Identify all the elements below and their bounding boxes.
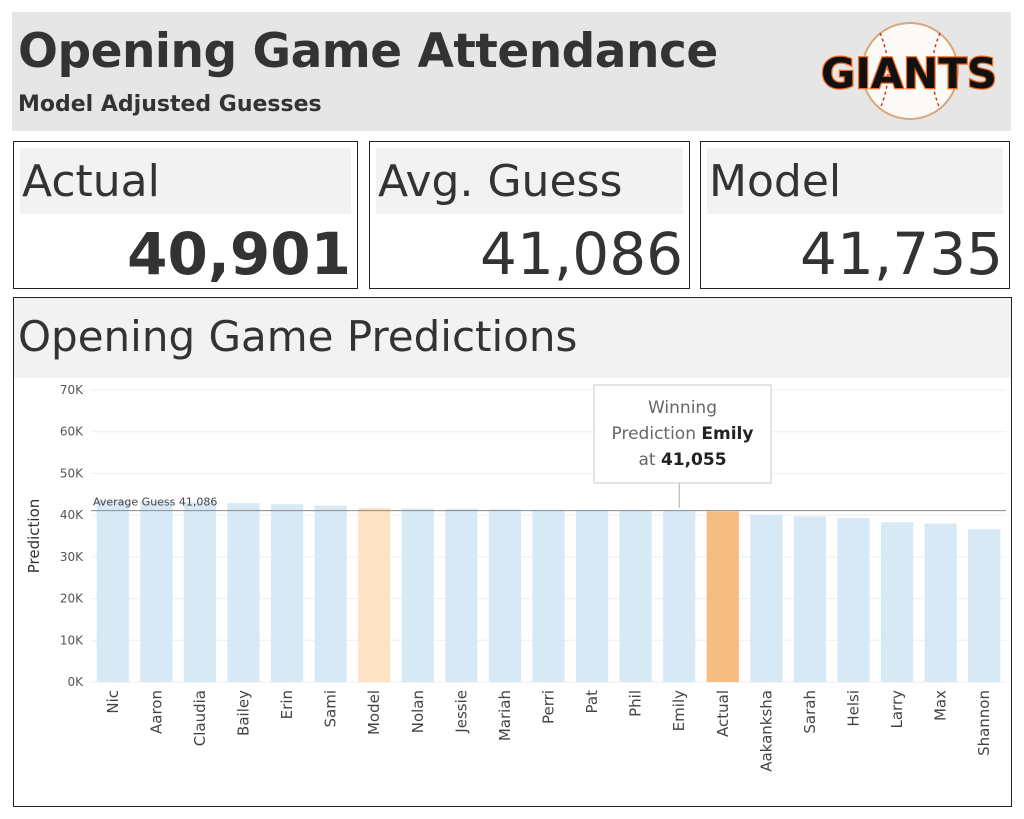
x-tick-label: Actual: [714, 690, 732, 737]
bar-sarah: [793, 516, 827, 682]
x-tick-label: Model: [365, 690, 383, 735]
bar-perri: [532, 509, 565, 682]
predictions-chart-panel: Opening Game Predictions 0K 10K 20K 30K 40K 5…: [13, 297, 1012, 807]
kpi-header: Model: [707, 148, 1003, 214]
bar-emily: [663, 510, 696, 682]
bar-aakanksha: [750, 514, 783, 682]
y-tick-label: 20K: [60, 592, 84, 606]
bar-actual: [706, 511, 739, 682]
x-tick-label: Erin: [278, 690, 296, 719]
y-axis-title: Prediction: [25, 499, 43, 574]
bar-mariah: [488, 509, 522, 682]
chart-header: Opening Game Predictions: [14, 298, 1011, 378]
kpi-actual-card: Actual 40,901: [13, 141, 358, 289]
kpi-model-value: 41,735: [800, 220, 1003, 288]
x-tick-label: Aaron: [147, 690, 165, 734]
bar-larry: [880, 522, 914, 682]
kpi-header: Actual: [20, 148, 351, 214]
y-tick-label: 50K: [60, 466, 84, 480]
x-tick-label: Sami: [322, 690, 340, 728]
predictions-bar-chart: 0K 10K 20K 30K 40K 50K 60K 70K Prediction Nic Aaro…: [25, 383, 1006, 772]
x-tick-label: Phil: [627, 690, 645, 717]
kpi-header: Avg. Guess: [376, 148, 683, 214]
average-reference-label: Average Guess 41,086: [93, 496, 217, 509]
bar-model: [358, 507, 391, 682]
x-tick-label: Sarah: [801, 690, 819, 734]
annotation-box: [593, 384, 772, 484]
x-tick-label: Nic: [104, 690, 122, 714]
dashboard-subtitle: Model Adjusted Guesses: [18, 92, 322, 117]
bar-aaron: [140, 501, 173, 682]
logo-wordmark: GIANTS: [821, 49, 997, 98]
y-tick-label: 30K: [60, 550, 84, 564]
x-tick-label: Larry: [888, 690, 906, 729]
x-tick-label: Jessie: [452, 690, 470, 734]
bar-jessie: [445, 508, 478, 682]
x-tick-label: Max: [932, 690, 950, 721]
bar-pat: [575, 510, 609, 682]
bar-bailey: [227, 503, 260, 682]
annotation-line2: Prediction Emily: [612, 424, 754, 444]
kpi-avg-guess-label: Avg. Guess: [378, 156, 623, 207]
y-tick-label: 0K: [67, 675, 84, 689]
bar-shannon: [968, 529, 1001, 682]
giants-logo: GIANTS: [820, 22, 998, 120]
y-tick-label: 10K: [60, 633, 84, 647]
kpi-avg-guess-card: Avg. Guess 41,086: [369, 141, 690, 289]
x-tick-label: Mariah: [496, 690, 514, 741]
x-tick-label: Pat: [583, 690, 601, 714]
bar-claudia: [183, 502, 217, 682]
bar-max: [924, 523, 957, 682]
dashboard-title: Opening Game Attendance: [18, 24, 718, 79]
bar-erin: [270, 504, 304, 682]
kpi-model-label: Model: [709, 156, 842, 207]
annotation-line1: Winning: [648, 398, 717, 418]
y-tick-label: 60K: [60, 425, 84, 439]
dashboard-header: Opening Game Attendance Model Adjusted G…: [12, 12, 1011, 131]
kpi-avg-guess-value: 41,086: [480, 220, 683, 288]
bar-phil: [619, 510, 652, 682]
baseball-icon: [861, 22, 959, 120]
annotation-line3: at 41,055: [638, 450, 726, 470]
kpi-model-card: Model 41,735: [700, 141, 1010, 289]
x-tick-label: Perri: [540, 690, 558, 724]
bar-nolan: [401, 508, 434, 682]
x-tick-label: Helsi: [845, 690, 863, 727]
bar-sami: [314, 505, 347, 682]
x-tick-label: Emily: [670, 690, 688, 731]
y-tick-label: 70K: [60, 383, 84, 397]
chart-title: Opening Game Predictions: [18, 312, 578, 361]
x-tick-label: Nolan: [409, 690, 427, 733]
bar-helsi: [837, 518, 870, 682]
x-tick-label: Aakanksha: [757, 690, 775, 772]
kpi-actual-label: Actual: [22, 156, 160, 207]
x-tick-label: Bailey: [235, 690, 253, 736]
bar-nic: [96, 500, 129, 682]
kpi-actual-value: 40,901: [127, 220, 351, 288]
x-tick-label: Shannon: [975, 690, 993, 756]
y-tick-label: 40K: [60, 508, 84, 522]
x-tick-label: Claudia: [191, 690, 209, 746]
